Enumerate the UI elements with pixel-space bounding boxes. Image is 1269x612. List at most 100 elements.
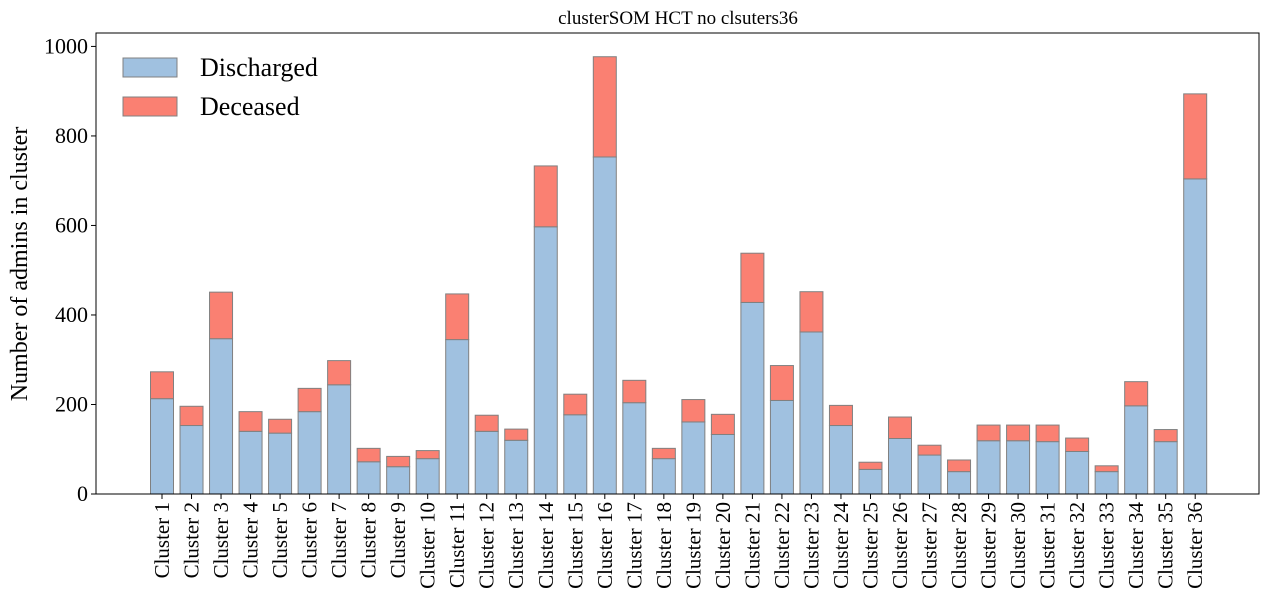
x-tick-label: Cluster 15 <box>563 502 587 589</box>
deceased-bar-18 <box>651 447 676 460</box>
deceased-bar-9 <box>386 455 411 468</box>
discharged-bar-6 <box>297 411 322 495</box>
deceased-bar-35 <box>1153 429 1178 443</box>
plot-frame <box>95 32 1260 495</box>
x-tick-label: Cluster 32 <box>1065 502 1089 589</box>
discharged-bar-32 <box>1065 450 1090 495</box>
x-tick-label: Cluster 28 <box>947 502 971 589</box>
discharged-bar-36 <box>1183 178 1208 495</box>
x-tick-label: Cluster 10 <box>416 502 440 589</box>
x-tick-label: Cluster 26 <box>888 502 912 589</box>
chart-title: clusterSOM HCT no clsuters36 <box>558 8 798 29</box>
deceased-bar-11 <box>445 293 470 341</box>
x-tick-label: Cluster 34 <box>1124 502 1148 589</box>
discharged-bar-33 <box>1094 471 1119 495</box>
deceased-bar-33 <box>1094 465 1119 473</box>
discharged-bar-26 <box>888 438 912 495</box>
discharged-bar-29 <box>976 440 1001 495</box>
x-tick-label: Cluster 20 <box>711 502 735 589</box>
deceased-bar-6 <box>297 387 322 413</box>
discharged-bar-19 <box>681 421 706 495</box>
discharged-bar-31 <box>1035 441 1060 495</box>
x-tick-label: Cluster 8 <box>357 502 381 578</box>
deceased-bar-7 <box>327 360 352 386</box>
y-axis-label: Number of admins in cluster <box>7 127 33 402</box>
x-tick-label: Cluster 19 <box>681 502 705 589</box>
x-tick-label: Cluster 3 <box>209 502 233 578</box>
deceased-bar-19 <box>681 399 706 423</box>
discharged-bar-28 <box>947 471 972 495</box>
discharged-bar-8 <box>356 461 381 495</box>
deceased-bar-26 <box>888 416 912 439</box>
x-tick-label: Cluster 4 <box>239 502 263 579</box>
x-tick-label: Cluster 33 <box>1095 502 1119 589</box>
x-tick-label: Cluster 17 <box>622 502 646 589</box>
deceased-bar-21 <box>740 252 765 303</box>
discharged-bar-4 <box>238 430 263 495</box>
deceased-bar-31 <box>1035 424 1060 443</box>
discharged-bar-13 <box>504 439 529 495</box>
discharged-bar-2 <box>179 425 204 495</box>
discharged-bar-24 <box>828 425 853 495</box>
discharged-bar-30 <box>1006 440 1031 495</box>
discharged-bar-22 <box>769 399 794 495</box>
discharged-bar-21 <box>740 301 765 495</box>
discharged-bar-17 <box>622 402 647 495</box>
x-tick-label: Cluster 27 <box>918 502 942 589</box>
deceased-bar-28 <box>947 459 972 473</box>
x-tick-label: Cluster 21 <box>740 502 764 589</box>
x-tick-label: Cluster 25 <box>858 502 882 589</box>
x-tick-label: Cluster 5 <box>268 502 292 578</box>
discharged-bar-9 <box>386 466 411 495</box>
y-tick-label: 800 <box>55 123 88 148</box>
deceased-bar-10 <box>415 450 440 460</box>
deceased-bar-17 <box>622 379 647 404</box>
deceased-bar-15 <box>563 393 588 416</box>
deceased-bar-4 <box>238 411 263 432</box>
deceased-bar-8 <box>356 447 381 463</box>
deceased-bar-2 <box>179 405 204 427</box>
deceased-bar-32 <box>1065 437 1090 452</box>
discharged-bar-10 <box>415 458 440 495</box>
y-tick-label: 400 <box>55 302 88 327</box>
deceased-bar-25 <box>858 461 883 470</box>
x-tick-label: Cluster 12 <box>475 502 499 589</box>
y-tick-label: 200 <box>55 391 88 416</box>
discharged-bar-20 <box>710 433 735 495</box>
legend-label-discharged: Discharged <box>200 53 318 82</box>
deceased-bar-12 <box>474 414 499 432</box>
y-tick-label: 0 <box>77 481 88 506</box>
y-tick-label: 600 <box>55 212 88 237</box>
x-tick-label: Cluster 14 <box>534 502 558 589</box>
discharged-bar-3 <box>209 338 234 495</box>
discharged-bar-16 <box>592 156 617 495</box>
deceased-bar-29 <box>976 424 1001 442</box>
x-tick-label: Cluster 30 <box>1006 502 1030 589</box>
x-tick-label: Cluster 7 <box>327 502 351 578</box>
deceased-bar-3 <box>209 291 234 340</box>
y-axis: 0 200 400 600 800 1000 <box>44 33 96 506</box>
legend-swatch-discharged <box>122 57 178 78</box>
discharged-bar-14 <box>533 226 558 495</box>
x-tick-label: Cluster 24 <box>829 502 853 589</box>
discharged-bar-35 <box>1153 441 1178 495</box>
x-tick-label: Cluster 2 <box>180 502 204 578</box>
deceased-bar-30 <box>1006 424 1031 442</box>
discharged-bar-5 <box>268 432 293 495</box>
deceased-bar-36 <box>1183 93 1208 180</box>
deceased-bar-14 <box>533 165 558 228</box>
deceased-bar-13 <box>504 428 529 441</box>
x-tick-label: Cluster 35 <box>1154 502 1178 589</box>
x-tick-label: Cluster 9 <box>386 502 410 578</box>
discharged-bar-27 <box>917 454 942 495</box>
deceased-bar-20 <box>710 413 735 435</box>
discharged-bar-18 <box>651 458 676 495</box>
x-tick-label: Cluster 31 <box>1036 502 1060 589</box>
y-tick-label: 1000 <box>44 33 88 58</box>
discharged-bar-25 <box>858 468 883 495</box>
deceased-bar-1 <box>150 371 174 400</box>
deceased-bar-22 <box>769 365 794 401</box>
discharged-bar-34 <box>1124 405 1149 495</box>
x-tick-label: Cluster 22 <box>770 502 794 589</box>
